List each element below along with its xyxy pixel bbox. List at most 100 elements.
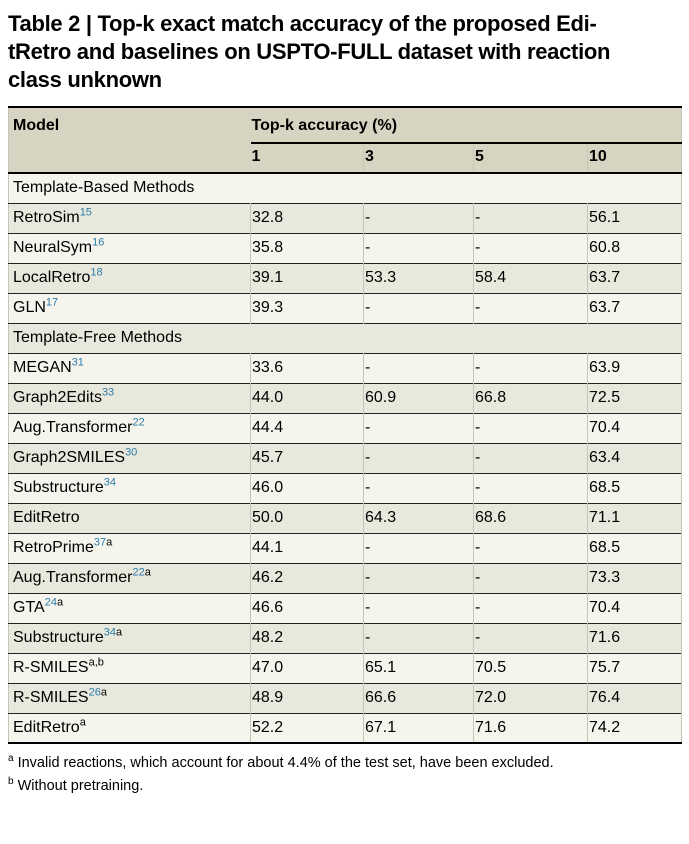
accuracy-value-cell: - — [473, 592, 588, 623]
table-body: Template-Based Methods RetroSim15 32.8- -56… — [8, 173, 683, 743]
citation-reference-link[interactable]: 37 — [93, 536, 107, 549]
accuracy-value-cell: - — [363, 532, 474, 563]
accuracy-value-cell: - — [473, 622, 588, 653]
accuracy-value-cell: 71.1 — [587, 502, 683, 533]
accuracy-value-cell: 48.9 — [250, 682, 364, 713]
accuracy-value-cell: - — [363, 592, 474, 623]
footnote-marker: a — [56, 596, 64, 609]
page: Table 2 | Top-k exact match accuracy of … — [8, 11, 683, 794]
model-name: RetroPrime — [13, 539, 94, 556]
model-cell: Substructure34a — [8, 622, 251, 653]
model-cell: NeuralSym16 — [8, 232, 251, 263]
accuracy-value-cell: - — [473, 442, 588, 473]
model-name: Graph2SMILES — [13, 449, 126, 466]
model-cell: GTA24a — [8, 592, 251, 623]
accuracy-value-cell: - — [473, 412, 588, 443]
citation-reference-link[interactable]: 22 — [132, 416, 145, 429]
table-title-line-3: class unknown — [8, 67, 162, 92]
model-cell: MEGAN31 — [8, 352, 251, 383]
accuracy-value-cell: 58.4 — [473, 262, 588, 293]
model-cell: Aug.Transformer22a — [8, 562, 251, 593]
accuracy-value-cell: 63.9 — [587, 352, 683, 383]
accuracy-value-cell: 63.7 — [587, 262, 683, 293]
model-cell: Aug.Transformer22 — [8, 412, 251, 443]
accuracy-value-cell: - — [473, 562, 588, 593]
accuracy-value-cell: 39.3 — [250, 292, 364, 323]
citation-reference-link[interactable]: 17 — [45, 296, 59, 309]
accuracy-value-cell: 48.2 — [250, 622, 364, 653]
model-name: R-SMILES — [13, 659, 89, 676]
accuracy-value-cell: - — [473, 202, 588, 233]
accuracy-value-cell: 60.8 — [587, 232, 683, 263]
footnote-marker: a — [79, 716, 86, 729]
model-name: R-SMILES — [13, 689, 89, 706]
model-name: Aug.Transformer — [13, 569, 133, 586]
table-row: Graph2SMILES30 45.7- -63.4 — [8, 442, 683, 473]
column-header-topk-group: Top-k accuracy (%) — [250, 107, 682, 144]
citation-reference-link[interactable]: 22 — [132, 566, 145, 579]
model-cell: Graph2SMILES30 — [8, 442, 251, 473]
accuracy-value-cell: 39.1 — [250, 262, 364, 293]
accuracy-value-cell: 44.4 — [250, 412, 364, 443]
accuracy-value-cell: - — [363, 232, 474, 263]
accuracy-value-cell: 32.8 — [250, 202, 364, 233]
citation-reference-link[interactable]: 30 — [125, 446, 138, 459]
accuracy-value-cell: 46.6 — [250, 592, 364, 623]
accuracy-value-cell: - — [363, 412, 474, 443]
section-row: Template-Free Methods — [8, 322, 683, 353]
footnote-a-marker: a — [8, 753, 14, 765]
model-name: EditRetro — [13, 509, 80, 526]
model-name: Substructure — [13, 629, 104, 646]
accuracy-value-cell: 68.5 — [587, 532, 683, 563]
citation-reference-link[interactable]: 31 — [71, 356, 84, 369]
citation-reference-link[interactable]: 34 — [103, 626, 116, 639]
accuracy-value-cell: 44.0 — [250, 382, 364, 413]
accuracy-value-cell: 66.8 — [473, 382, 588, 413]
accuracy-value-cell: - — [363, 472, 474, 503]
column-header-model: Model — [8, 107, 251, 173]
model-name: Aug.Transformer — [13, 419, 133, 436]
accuracy-value-cell: 68.6 — [473, 502, 588, 533]
accuracy-value-cell: 75.7 — [587, 652, 683, 683]
accuracy-value-cell: 70.4 — [587, 592, 683, 623]
table-row: Aug.Transformer22a 46.2- -73.3 — [8, 562, 683, 593]
accuracy-value-cell: 53.3 — [363, 262, 474, 293]
accuracy-value-cell: 70.4 — [587, 412, 683, 443]
accuracy-value-cell: - — [363, 352, 474, 383]
accuracy-value-cell: 52.2 — [250, 712, 364, 743]
model-cell: RetroPrime37a — [8, 532, 251, 563]
citation-reference-link[interactable]: 34 — [103, 476, 116, 489]
model-cell: GLN17 — [8, 292, 251, 323]
accuracy-value-cell: - — [363, 292, 474, 323]
table-row: GLN17 39.3- -63.7 — [8, 292, 683, 323]
citation-reference-link[interactable]: 16 — [92, 236, 105, 249]
table-row: R-SMILES26a 48.9 66.6 72.0 76.4 — [8, 682, 683, 713]
citation-reference-link[interactable]: 24 — [44, 596, 57, 609]
model-cell: R-SMILESa,b — [8, 652, 251, 683]
citation-reference-link[interactable]: 18 — [90, 266, 103, 279]
accuracy-value-cell: 71.6 — [473, 712, 588, 743]
model-cell: R-SMILES26a — [8, 682, 251, 713]
accuracy-value-cell: 66.6 — [363, 682, 474, 713]
table-row: GTA24a 46.6- -70.4 — [8, 592, 683, 623]
footnote-b-marker: b — [8, 776, 14, 788]
citation-reference-link[interactable]: 15 — [79, 206, 92, 219]
footnote-marker: a,b — [88, 656, 104, 669]
accuracy-value-cell: 65.1 — [363, 652, 474, 683]
column-header-top5: 5 — [473, 143, 588, 173]
citation-reference-link[interactable]: 26 — [88, 686, 101, 699]
table-row: NeuralSym16 35.8- -60.8 — [8, 232, 683, 263]
citation-reference-link[interactable]: 33 — [101, 386, 115, 399]
accuracy-value-cell: 50.0 — [250, 502, 364, 533]
model-cell: EditRetro — [8, 502, 251, 533]
model-name: Substructure — [13, 479, 104, 496]
accuracy-value-cell: 72.0 — [473, 682, 588, 713]
accuracy-value-cell: 56.1 — [587, 202, 683, 233]
accuracy-value-cell: - — [363, 442, 474, 473]
section-row: Template-Based Methods — [8, 173, 683, 203]
table-row: RetroSim15 32.8- -56.1 — [8, 202, 683, 233]
footnote-marker: a — [115, 626, 123, 639]
section-label: Template-Free Methods — [8, 322, 683, 353]
footnote-marker: a — [100, 686, 107, 699]
accuracy-value-cell: 46.2 — [250, 562, 364, 593]
